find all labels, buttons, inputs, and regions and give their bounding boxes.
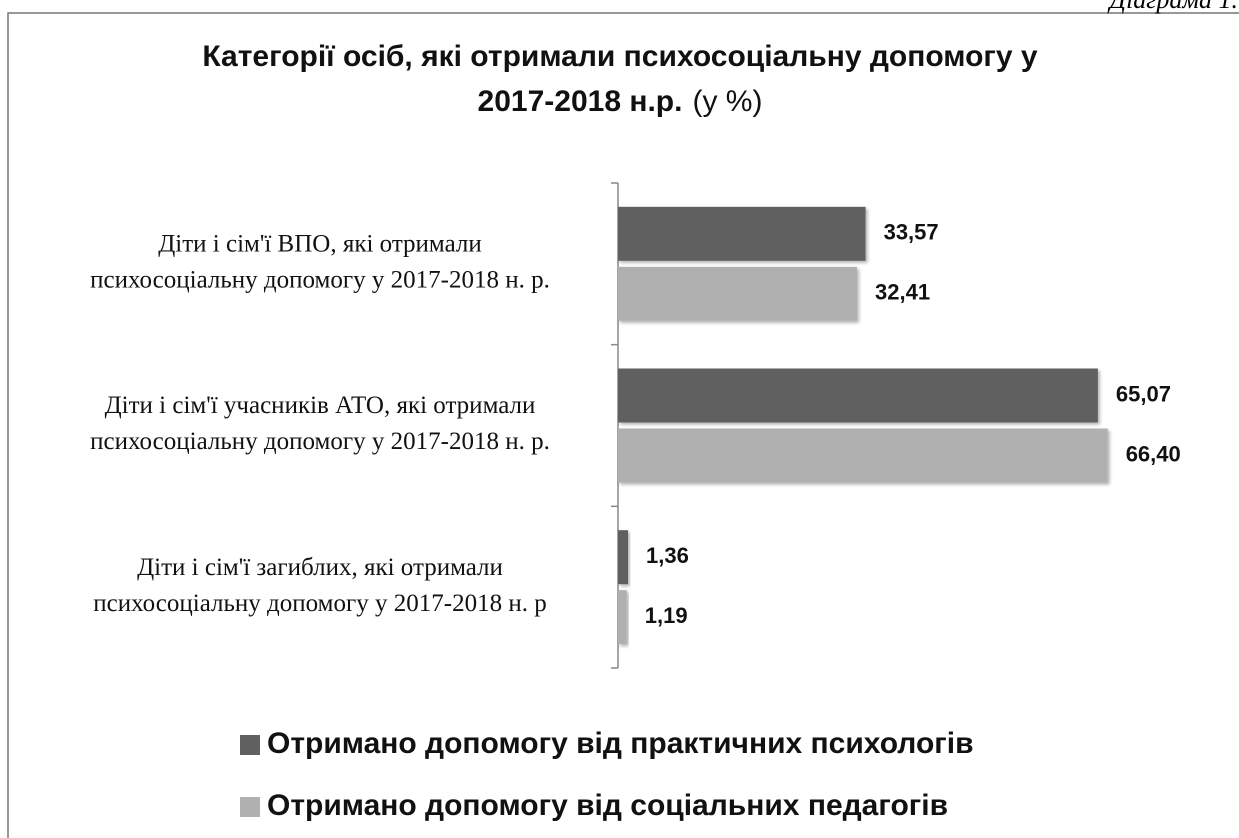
legend-swatch [240, 797, 260, 817]
category-label: Діти і сім'ї учасників АТО, які отримали [105, 392, 536, 419]
value-label: 1,19 [645, 603, 688, 628]
value-label: 1,36 [646, 543, 689, 568]
category-label: психосоціальну допомогу у 2017-2018 н. р… [90, 267, 550, 294]
caption: Діаграма 1. [1106, 0, 1238, 14]
title-unit: (у %) [692, 85, 762, 118]
value-label: 66,40 [1126, 441, 1181, 466]
category-label: Діти і сім'ї ВПО, які отримали [158, 231, 482, 258]
bar [618, 428, 1108, 483]
bar [618, 206, 866, 261]
bar [618, 590, 627, 645]
category-label: психосоціальну допомогу у 2017-2018 н. р [93, 590, 546, 617]
chart-title: 2017-2018 н.р. [478, 85, 683, 118]
bar [618, 266, 858, 321]
legend-label: Отримано допомогу від практичних психоло… [267, 727, 974, 760]
legend-label: Отримано допомогу від соціальних педагог… [267, 789, 948, 822]
bar [618, 530, 629, 585]
category-label: психосоціальну допомогу у 2017-2018 н. р… [90, 428, 550, 455]
bar [618, 368, 1098, 423]
legend-swatch [240, 735, 260, 755]
chart-title: Категорії осіб, які отримали психосоціал… [202, 40, 1038, 73]
chart-title: 2017-2018 н.р. (у %) [478, 85, 763, 118]
value-label: 32,41 [875, 280, 930, 305]
value-label: 33,57 [884, 220, 939, 245]
chart-frame [7, 12, 1239, 838]
category-label: Діти і сім'ї загиблих, які отримали [137, 554, 503, 581]
value-label: 65,07 [1116, 381, 1171, 406]
